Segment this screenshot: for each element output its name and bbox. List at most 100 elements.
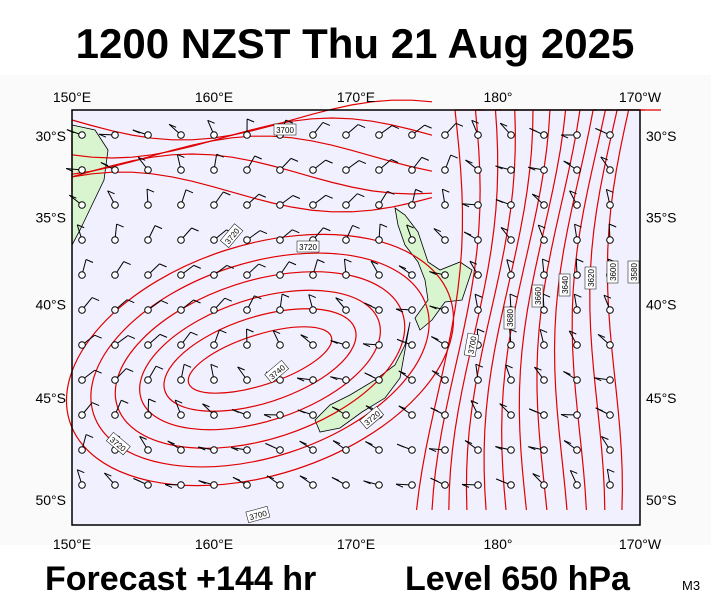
barb-flag [297,409,306,414]
barb-flag [595,127,603,132]
barb-station [474,131,482,139]
barb-flag [475,363,483,368]
barb-flag [470,400,479,405]
barb-station [441,341,449,349]
barb-flag [477,328,485,333]
barb-station [573,201,581,209]
barb-station [210,481,218,489]
barb-station [111,481,119,489]
barb-station [375,446,383,454]
barb-flag [396,443,405,448]
barb-flag [431,370,440,375]
lat-label-right: 40°S [646,297,677,313]
barb-flag [365,441,373,446]
barb-flag [406,224,414,229]
barb-flag [237,366,245,371]
barb-flag [509,328,517,333]
barb-station [210,446,218,454]
barb-flag [495,199,504,203]
barb-station [606,166,614,174]
barb-flag [464,440,473,445]
barb-flag [210,363,219,368]
barb-station [276,446,284,454]
barb-flag [469,260,478,265]
barb-station [606,376,614,384]
lat-label-right: 30°S [646,128,677,144]
barb-flag [116,223,124,228]
barb-station [441,376,449,384]
wind-barbs [65,118,617,489]
contour-ring [114,271,406,449]
lon-label-top: 150°E [53,89,91,105]
barb-station [243,446,251,454]
barb-flag [570,470,578,474]
barb-station [78,341,86,349]
contour-label-text: 3680 [506,309,515,327]
contour-label: 3700 [245,506,271,523]
barb-station [573,236,581,244]
barb-flag [563,160,571,165]
barb-station [375,376,383,384]
barb-station [474,376,482,384]
barb-flag [325,159,333,164]
barb-station [507,201,515,209]
barb-flag [429,271,437,276]
contour-line [71,99,433,141]
barb-station [507,446,515,454]
contour-ring [187,326,333,394]
barb-station [573,131,581,139]
barb-flag [127,335,136,339]
barb-station [408,411,416,419]
barb-station [540,166,548,174]
barb-station [441,411,449,419]
barb-station [309,376,317,384]
barb-flag [569,330,577,335]
barb-flag [358,160,367,165]
lat-label-left: 30°S [35,128,66,144]
lat-label-left: 45°S [35,390,66,406]
barb-station [573,481,581,489]
barb-flag [231,409,240,413]
contour-line [71,117,433,159]
barb-flag [193,299,201,304]
barb-station [78,376,86,384]
barb-station [78,446,86,454]
barb-flag [98,133,107,138]
barb-flag [272,330,281,335]
contour-line [606,109,661,511]
barb-flag [593,377,602,382]
contour-label: 3620 [584,266,597,290]
contour-label: 3680 [503,306,516,330]
barb-flag [428,448,437,453]
barb-flag [424,124,432,129]
barb-station [177,271,185,279]
contour-label-box [219,223,244,248]
barb-station [342,306,350,314]
barb-station [144,306,152,314]
barb-flag [246,328,254,333]
barb-flag [538,224,546,229]
barb-station [78,481,86,489]
barb-station [210,131,218,139]
barb-flag [370,260,379,265]
contour-label-box [264,359,289,384]
barb-station [507,131,515,139]
lon-label-top: 170°W [619,89,662,105]
barb-station [474,411,482,419]
barb-flag [254,295,262,300]
barb-flag [91,297,100,302]
barb-flag [300,334,308,339]
barb-flag [357,193,365,198]
barb-station [441,446,449,454]
barb-station [309,131,317,139]
contour-label: 3720 [296,240,320,253]
contour-label-text: 3700 [467,335,479,355]
barb-station [507,166,515,174]
lon-label-top: 160°E [195,89,233,105]
barb-flag [125,368,134,373]
barb-flag [230,447,239,451]
barb-flag [364,372,372,377]
barb-flag [395,308,404,313]
barb-station [144,131,152,139]
